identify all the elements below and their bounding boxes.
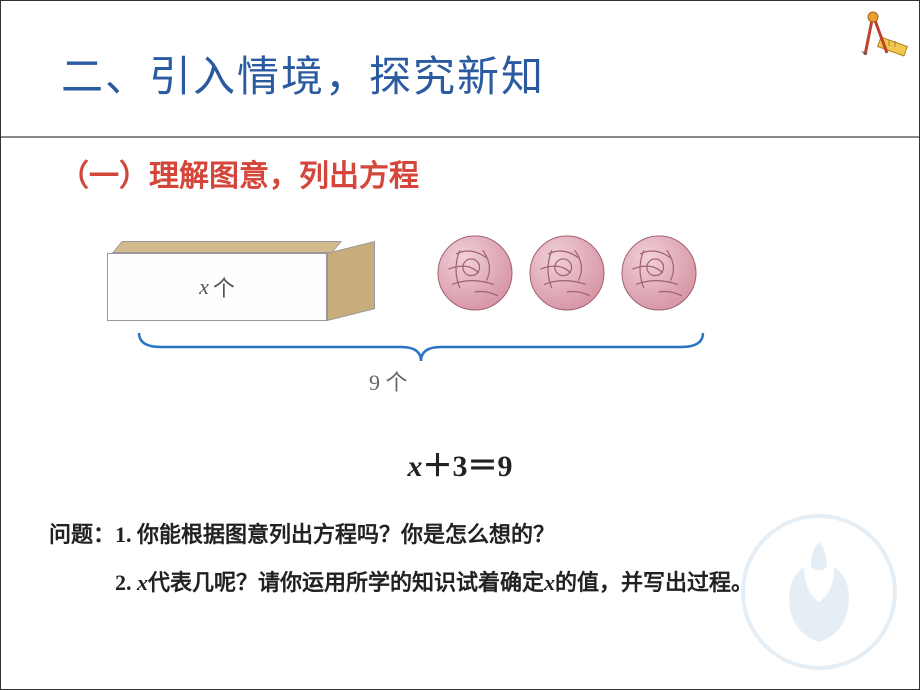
q2-p2: 代表几呢？请你运用所学的知识试着确定: [148, 570, 544, 595]
watermark-icon: [739, 512, 899, 677]
section-title: 二、引入情境，探究新知: [61, 43, 545, 104]
subsection-title: （一）理解图意，列出方程: [59, 151, 419, 195]
questions-block: 问题：1. 你能根据图意列出方程吗？你是怎么想的？ 2. x代表几呢？请你运用所…: [49, 511, 753, 608]
balls-group: [437, 235, 697, 311]
q-prefix: 问题：: [49, 522, 115, 547]
box-front-face: x 个: [107, 253, 327, 321]
q2-p3: 的值，并写出过程。: [555, 570, 753, 595]
compass-ruler-icon: [851, 9, 911, 74]
ball-icon: [621, 235, 697, 311]
divider: [1, 136, 919, 138]
box-top-face: [112, 241, 342, 253]
q2-var1: x: [137, 570, 148, 595]
box-label-var: x: [199, 274, 209, 300]
question-2: 2. x代表几呢？请你运用所学的知识试着确定x的值，并写出过程。: [49, 559, 753, 607]
bracket-label: 9 个: [369, 365, 408, 397]
box-label-suffix: 个: [213, 271, 235, 303]
ball-icon: [529, 235, 605, 311]
ball-icon: [437, 235, 513, 311]
equation-var: x: [408, 450, 423, 483]
bracket-icon: [131, 331, 711, 367]
question-1: 问题：1. 你能根据图意列出方程吗？你是怎么想的？: [49, 511, 753, 559]
q2-var2: x: [544, 570, 555, 595]
q2-p1: 2.: [115, 570, 137, 595]
slide: 二、引入情境，探究新知 （一）理解图意，列出方程 x 个: [0, 0, 920, 690]
diagram: x 个: [89, 231, 729, 431]
equation: x＋3＝9: [1, 441, 919, 485]
q1-text: 1. 你能根据图意列出方程吗？你是怎么想的？: [115, 522, 555, 547]
equation-rest: ＋3＝9: [423, 450, 513, 483]
box-side-face: [327, 241, 375, 321]
